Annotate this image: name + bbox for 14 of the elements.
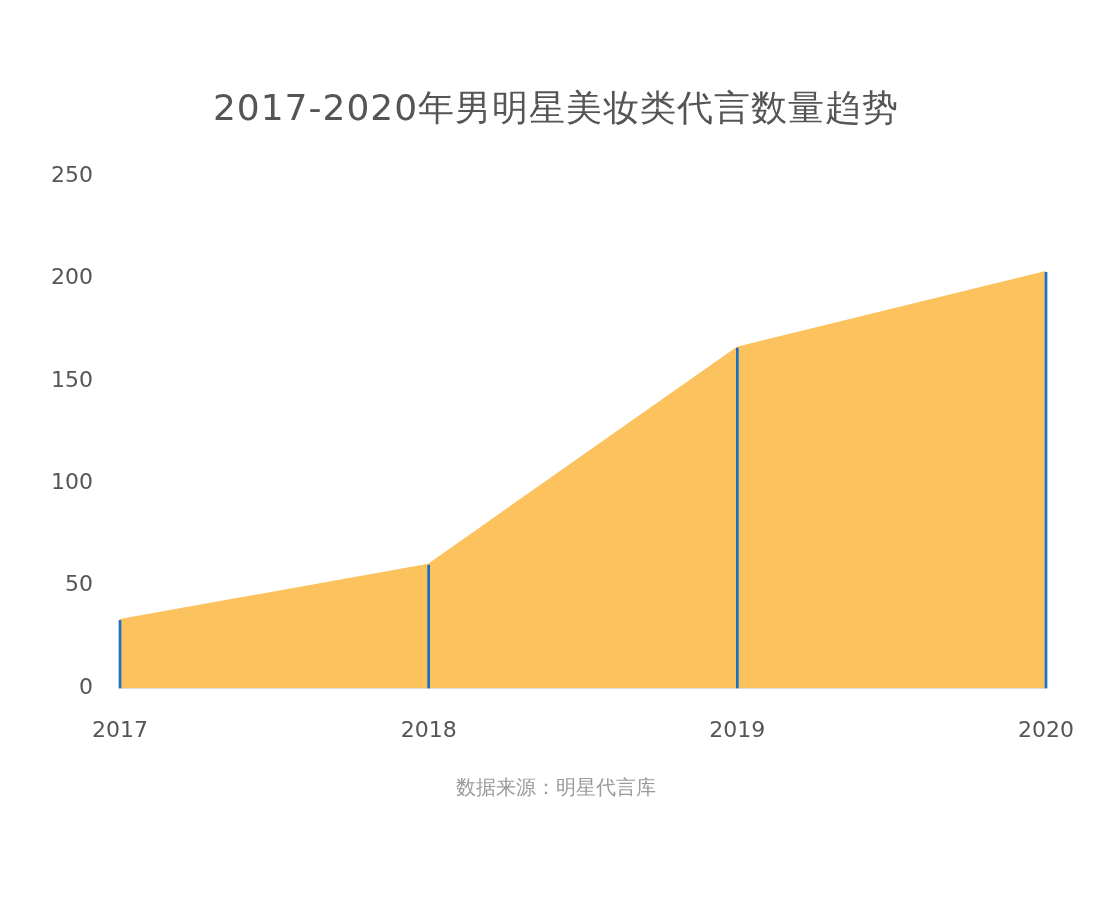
bar xyxy=(427,564,430,689)
y-tick-label: 200 xyxy=(51,264,93,290)
x-tick-label: 2018 xyxy=(400,716,457,742)
y-tick-label: 250 xyxy=(51,161,93,187)
y-tick-label: 100 xyxy=(51,469,93,494)
x-tick-label: 2020 xyxy=(1018,716,1075,742)
x-tick-label: 2019 xyxy=(709,716,766,742)
bar xyxy=(736,347,739,689)
y-tick-label: 150 xyxy=(51,366,93,392)
chart-title: 2017-2020年男明星美妆类代言数量趋势 xyxy=(211,86,901,130)
source-note: 数据来源：明星代言库 xyxy=(455,774,657,801)
x-tick-label: 2017 xyxy=(92,716,148,742)
y-tick-label: 50 xyxy=(65,571,93,597)
y-tick-label: 0 xyxy=(79,673,93,699)
